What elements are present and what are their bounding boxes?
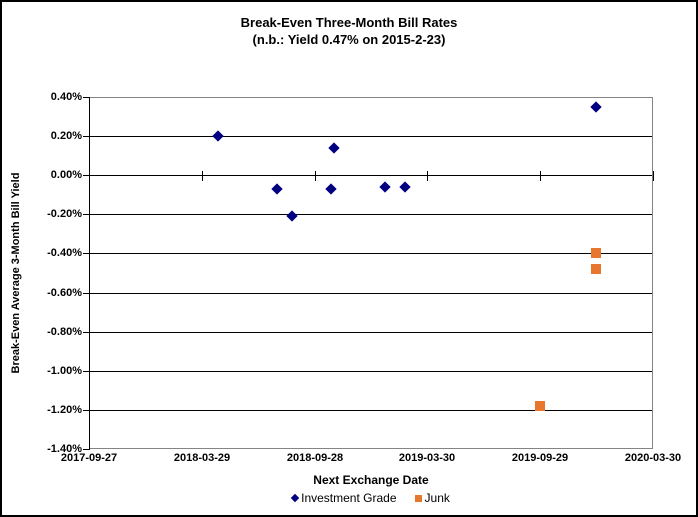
y-tick-label: 0.20% bbox=[50, 130, 82, 142]
gridline bbox=[90, 332, 652, 333]
x-axis-tick bbox=[427, 171, 428, 181]
legend-item-investment-grade: Investment Grade bbox=[290, 491, 397, 505]
chart-subtitle: (n.b.: Yield 0.47% on 2015-2-23) bbox=[252, 32, 446, 47]
x-tick-label: 2017-09-27 bbox=[60, 452, 118, 464]
x-tick-label: 2019-03-30 bbox=[398, 452, 456, 464]
y-tick-label: -0.80% bbox=[47, 326, 82, 338]
plot-area bbox=[89, 97, 653, 449]
gridline bbox=[90, 371, 652, 372]
chart-title-block: Break-Even Three-Month Bill Rates (n.b.:… bbox=[2, 14, 696, 48]
chart-title: Break-Even Three-Month Bill Rates bbox=[240, 15, 458, 30]
legend-marker-diamond-icon bbox=[290, 493, 300, 503]
y-tick-label: 0.40% bbox=[50, 91, 82, 103]
data-point-junk bbox=[535, 401, 545, 411]
x-axis-title: Next Exchange Date bbox=[313, 473, 429, 487]
y-axis-tick bbox=[83, 449, 89, 450]
legend-label-junk: Junk bbox=[424, 491, 450, 505]
x-tick-label: 2019-09-29 bbox=[511, 452, 569, 464]
gridline bbox=[90, 410, 652, 411]
y-axis-line bbox=[89, 97, 90, 450]
x-tick-label: 2018-03-29 bbox=[173, 452, 231, 464]
legend-label-investment-grade: Investment Grade bbox=[301, 491, 397, 505]
y-axis-tick bbox=[83, 97, 89, 98]
data-point-junk bbox=[591, 264, 601, 274]
y-tick-label: -0.60% bbox=[47, 287, 82, 299]
legend: Investment Grade Junk bbox=[89, 490, 653, 506]
x-axis-tick bbox=[202, 171, 203, 181]
gridline bbox=[90, 253, 652, 254]
x-axis-tick bbox=[315, 171, 316, 181]
x-tick-label: 2020-03-30 bbox=[624, 452, 682, 464]
y-axis-tick bbox=[83, 371, 89, 372]
gridline bbox=[90, 293, 652, 294]
y-axis-tick bbox=[83, 214, 89, 215]
y-axis-tick bbox=[83, 410, 89, 411]
x-axis-tick bbox=[540, 171, 541, 181]
gridline bbox=[90, 136, 652, 137]
y-axis-tick bbox=[83, 136, 89, 137]
gridline bbox=[90, 214, 652, 215]
legend-item-junk: Junk bbox=[414, 491, 450, 505]
y-tick-label: 0.00% bbox=[50, 169, 82, 181]
data-point-junk bbox=[591, 248, 601, 258]
y-tick-label: -1.00% bbox=[47, 365, 82, 377]
y-tick-label: -0.20% bbox=[47, 208, 82, 220]
x-tick-label: 2018-09-28 bbox=[286, 452, 344, 464]
y-tick-label: -0.40% bbox=[47, 247, 82, 259]
gridline bbox=[90, 175, 652, 176]
y-axis-title: Break-Even Average 3-Month Bill Yield bbox=[10, 172, 22, 374]
y-axis-tick bbox=[83, 293, 89, 294]
y-axis-tick bbox=[83, 175, 89, 176]
y-tick-label: -1.40% bbox=[47, 443, 82, 455]
y-tick-label: -1.20% bbox=[47, 404, 82, 416]
x-axis-tick bbox=[653, 171, 654, 181]
legend-marker-square-icon bbox=[414, 494, 422, 502]
x-axis-tick bbox=[89, 171, 90, 181]
y-axis-tick bbox=[83, 253, 89, 254]
y-axis-tick bbox=[83, 332, 89, 333]
